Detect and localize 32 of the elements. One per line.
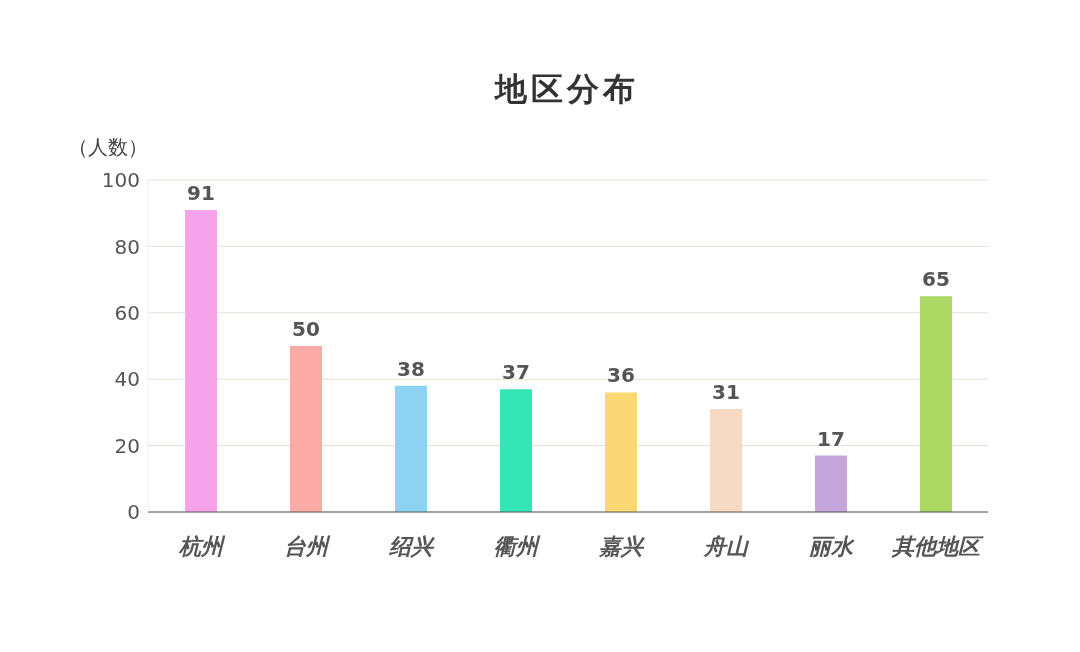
bar: [920, 296, 952, 512]
x-tick-label: 其他地区: [890, 533, 984, 559]
y-tick-label: 40: [114, 367, 140, 392]
y-axis-title: （人数）: [68, 134, 148, 161]
data-label: 91: [187, 180, 215, 205]
y-tick-label: 0: [127, 500, 140, 525]
data-label: 50: [292, 317, 320, 341]
data-label: 36: [607, 363, 635, 388]
bar: [815, 455, 847, 512]
bar: [710, 409, 742, 512]
x-tick-label: 舟山: [702, 533, 750, 559]
y-tick-label: 60: [114, 300, 140, 325]
bar: [605, 392, 637, 512]
x-tick-label: 绍兴: [387, 533, 435, 559]
bar: [500, 389, 532, 512]
data-label: 17: [817, 426, 845, 451]
chart-title: 地区分布: [493, 69, 640, 110]
y-tick-label: 80: [114, 234, 140, 259]
bar: [290, 346, 322, 512]
y-tick-label: 100: [101, 168, 140, 193]
x-tick-label: 杭州: [177, 533, 226, 559]
data-label: 38: [397, 356, 425, 381]
data-label: 31: [712, 380, 740, 405]
x-tick-label: 嘉兴: [598, 533, 645, 559]
bar: [395, 385, 427, 512]
data-label: 65: [922, 267, 950, 292]
y-tick-label: 20: [114, 433, 140, 458]
bar: [185, 209, 217, 512]
x-tick-label: 台州: [283, 533, 331, 559]
data-label: 37: [502, 360, 530, 385]
x-tick-label: 丽水: [808, 533, 855, 559]
x-tick-label: 衢州: [493, 533, 541, 559]
